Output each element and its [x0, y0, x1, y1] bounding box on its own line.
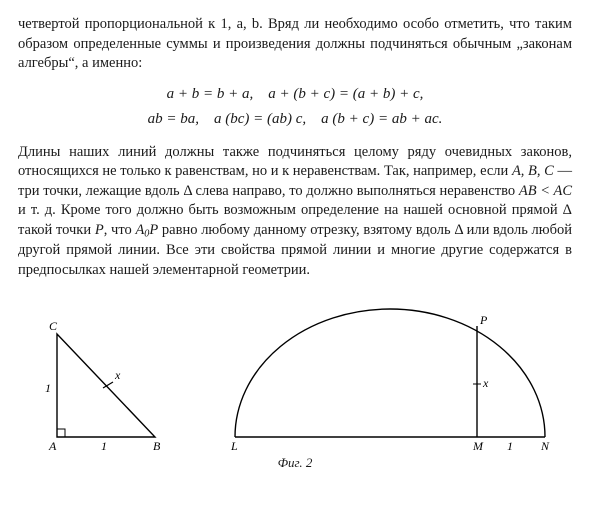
var-abc: A, B, C	[512, 163, 554, 179]
label-m: M	[472, 439, 484, 452]
label-x-hyp: x	[114, 368, 121, 382]
label-p-top: P	[479, 313, 488, 327]
label-x-vert: x	[482, 376, 489, 390]
inequality: AB < AC	[519, 183, 572, 199]
label-1-base: 1	[101, 439, 107, 452]
figure-semicircle: L M N P x 1	[225, 302, 555, 452]
formula-line-1: a + b = b + a, a + (b + c) = (a + b) + c…	[18, 82, 572, 108]
label-n: N	[540, 439, 550, 452]
label-c: C	[49, 319, 58, 333]
intro-paragraph: четвертой пропорциональной к 1, a, b. Вр…	[18, 15, 572, 74]
label-1-vert: 1	[45, 381, 51, 395]
body-paragraph: Длины наших линий должны также подчинять…	[18, 143, 572, 281]
figure-row: C A B 1 1 x L M N P x 1	[18, 302, 572, 452]
label-a: A	[48, 439, 57, 452]
label-1-right: 1	[507, 439, 513, 452]
body-text: Длины наших линий должны также подчинять…	[18, 144, 572, 180]
body-text: , что	[104, 222, 136, 238]
label-l: L	[230, 439, 238, 452]
var-a0p: A0P	[135, 222, 158, 238]
figure-caption: Фиг. 2	[18, 454, 572, 472]
figure-triangle: C A B 1 1 x	[35, 312, 190, 452]
var-p: P	[95, 222, 104, 238]
formula-block: a + b = b + a, a + (b + c) = (a + b) + c…	[18, 82, 572, 133]
formula-line-2: ab = ba, a (bc) = (ab) c, a (b + c) = ab…	[18, 107, 572, 133]
label-b: B	[153, 439, 161, 452]
